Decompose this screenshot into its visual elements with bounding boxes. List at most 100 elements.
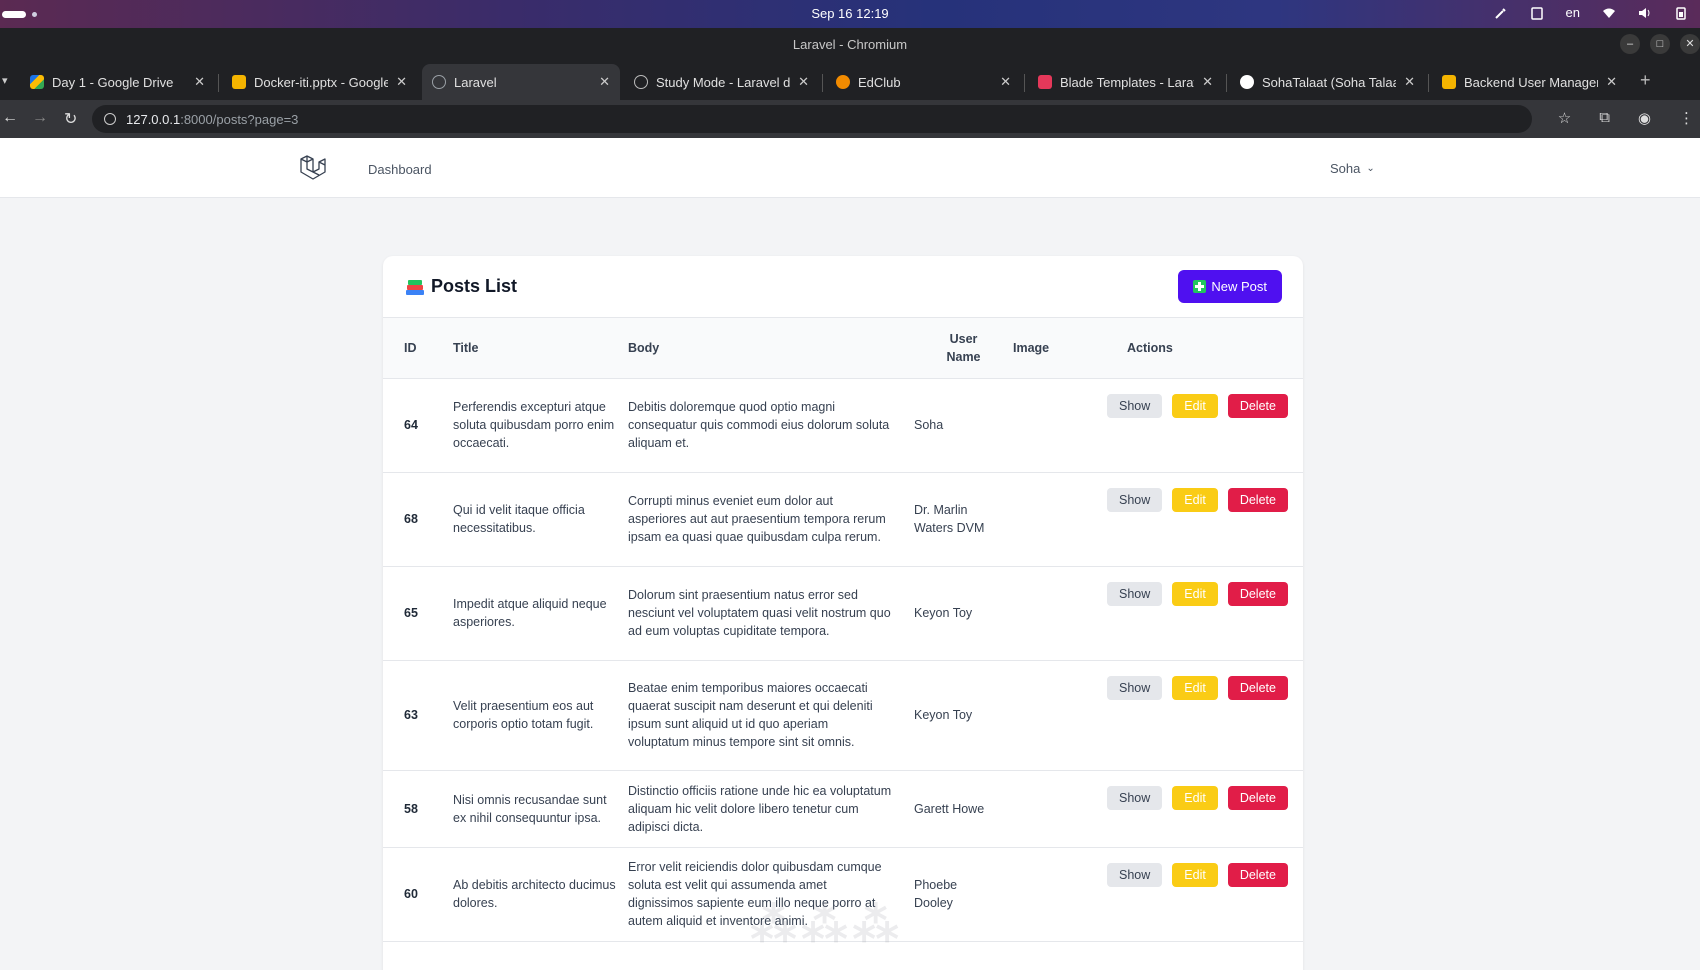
google-drive-icon [30,75,44,89]
close-tab-icon[interactable]: ✕ [396,74,407,89]
google-slides-icon [232,75,246,89]
close-tab-icon[interactable]: ✕ [1202,74,1213,89]
edit-button[interactable]: Edit [1172,487,1218,512]
user-name: Soha [1330,161,1361,176]
post-body: Error velit reiciendis dolor quibusdam c… [628,860,882,928]
site-info-icon[interactable] [104,113,116,125]
table-header-row: ID Title Body User Name Image Actions [383,318,1303,378]
new-post-button[interactable]: New Post [1178,270,1282,303]
menu-kebab-icon[interactable]: ⋮ [1679,110,1694,127]
post-image [1013,472,1107,566]
post-actions: Show Edit Delete [1107,660,1303,770]
post-actions: Show Edit Delete [1107,566,1303,660]
post-user: Keyon Toy [914,606,973,620]
show-button[interactable]: Show [1107,675,1163,700]
tab-search-chevron-icon[interactable]: ▾ [2,75,8,87]
post-actions: Show Edit Delete [1107,847,1303,941]
table-row: 60 Ab debitis architecto ducimus dolores… [383,847,1303,941]
laravel-logo-icon[interactable] [298,152,330,184]
os-clock[interactable]: Sep 16 12:19 [811,6,889,21]
show-button[interactable]: Show [1107,862,1163,887]
edit-button[interactable]: Edit [1172,785,1218,810]
workspace-dot[interactable] [32,12,37,17]
nav-dashboard-link[interactable]: Dashboard [368,162,432,177]
tab-blade-templates[interactable]: Blade Templates - Laravel ✕ [1028,64,1223,100]
post-user: Garett Howe [914,801,985,816]
new-tab-button[interactable]: + [1640,70,1651,90]
tab-google-drive[interactable]: Day 1 - Google Drive ✕ [20,64,215,100]
volume-icon[interactable] [1638,6,1652,20]
color-picker-icon[interactable] [1494,6,1508,20]
delete-button[interactable]: Delete [1227,785,1288,810]
post-user: Dr. Marlin Waters DVM [914,503,985,535]
post-actions: Show Edit Delete [1107,770,1303,847]
close-window-button[interactable]: ✕ [1680,34,1700,54]
post-title: Velit praesentium eos aut corporis optio… [453,699,594,731]
post-image [1013,660,1107,770]
post-id: 68 [404,512,418,526]
delete-button[interactable]: Delete [1227,393,1288,418]
close-tab-icon[interactable]: ✕ [1606,74,1617,89]
workspace-indicator[interactable] [2,11,26,18]
tab-backend-user-management[interactable]: Backend User Management ✕ [1432,64,1627,100]
minimize-button[interactable]: – [1620,34,1640,54]
show-button[interactable]: Show [1107,393,1163,418]
laravel-icon [1038,75,1052,89]
post-body: Dolorum sint praesentium natus error sed… [628,588,891,638]
maximize-button[interactable]: □ [1650,34,1670,54]
col-header-user-name: User Name [946,331,981,364]
show-button[interactable]: Show [1107,581,1163,606]
close-tab-icon[interactable]: ✕ [194,74,205,89]
post-title: Qui id velit itaque officia necessitatib… [453,503,585,535]
close-tab-icon[interactable]: ✕ [1000,74,1011,89]
close-tab-icon[interactable]: ✕ [599,74,610,89]
user-dropdown[interactable]: Soha ⌄ [1330,161,1375,176]
tab-laravel[interactable]: Laravel ✕ [422,64,620,100]
bookmark-star-icon[interactable]: ☆ [1557,110,1572,127]
profile-icon[interactable]: ◉ [1637,110,1651,127]
post-image [1013,566,1107,660]
table-row: 68 Qui id velit itaque officia necessita… [383,472,1303,566]
edit-button[interactable]: Edit [1172,675,1218,700]
post-title: Impedit atque aliquid neque asperiores. [453,597,607,629]
post-title: Ab debitis architecto ducimus dolores. [453,878,616,910]
extensions-icon[interactable]: ⧉ [1599,109,1610,126]
close-tab-icon[interactable]: ✕ [798,74,809,89]
col-header-title: Title [453,340,479,355]
reload-icon[interactable]: ↻ [64,111,78,128]
show-button[interactable]: Show [1107,487,1163,512]
post-user: Keyon Toy [914,708,973,722]
chevron-down-icon: ⌄ [1366,163,1375,174]
post-body: Distinctio officiis ratione unde hic ea … [628,783,892,834]
post-title: Nisi omnis recusandae sunt ex nihil cons… [453,792,607,825]
delete-button[interactable]: Delete [1227,862,1288,887]
forward-icon[interactable]: → [32,109,48,126]
wifi-icon[interactable] [1602,6,1616,20]
post-id: 63 [404,708,418,722]
edit-button[interactable]: Edit [1172,581,1218,606]
tab-github[interactable]: SohaTalaat (Soha Talaat) ✕ [1230,64,1425,100]
back-icon[interactable]: ← [2,109,18,126]
openai-icon [634,75,648,89]
col-header-id: ID [404,340,417,355]
battery-icon[interactable] [1674,6,1688,20]
delete-button[interactable]: Delete [1227,487,1288,512]
keyboard-language[interactable]: en [1565,5,1580,20]
close-tab-icon[interactable]: ✕ [1404,74,1415,89]
tab-google-slides[interactable]: Docker-iti.pptx - Google Slides ✕ [222,64,417,100]
url-input[interactable]: 127.0.0.1:8000/posts?page=3 [92,105,1532,133]
delete-button[interactable]: Delete [1227,675,1288,700]
col-header-body: Body [628,340,660,355]
tab-laravel-docs[interactable]: Study Mode - Laravel docs ✕ [624,64,819,100]
edit-button[interactable]: Edit [1172,393,1218,418]
tab-edclub[interactable]: EdClub ✕ [826,64,1021,100]
show-button[interactable]: Show [1107,785,1163,810]
blogger-icon [1442,75,1456,89]
clipboard-icon[interactable] [1530,6,1544,20]
delete-button[interactable]: Delete [1227,581,1288,606]
post-body: Beatae enim temporibus maiores occaecati… [628,681,873,749]
post-title: Perferendis excepturi atque soluta quibu… [453,400,615,450]
col-header-image: Image [1013,340,1050,355]
table-row: 64 Perferendis excepturi atque soluta qu… [383,378,1303,472]
edit-button[interactable]: Edit [1172,862,1218,887]
